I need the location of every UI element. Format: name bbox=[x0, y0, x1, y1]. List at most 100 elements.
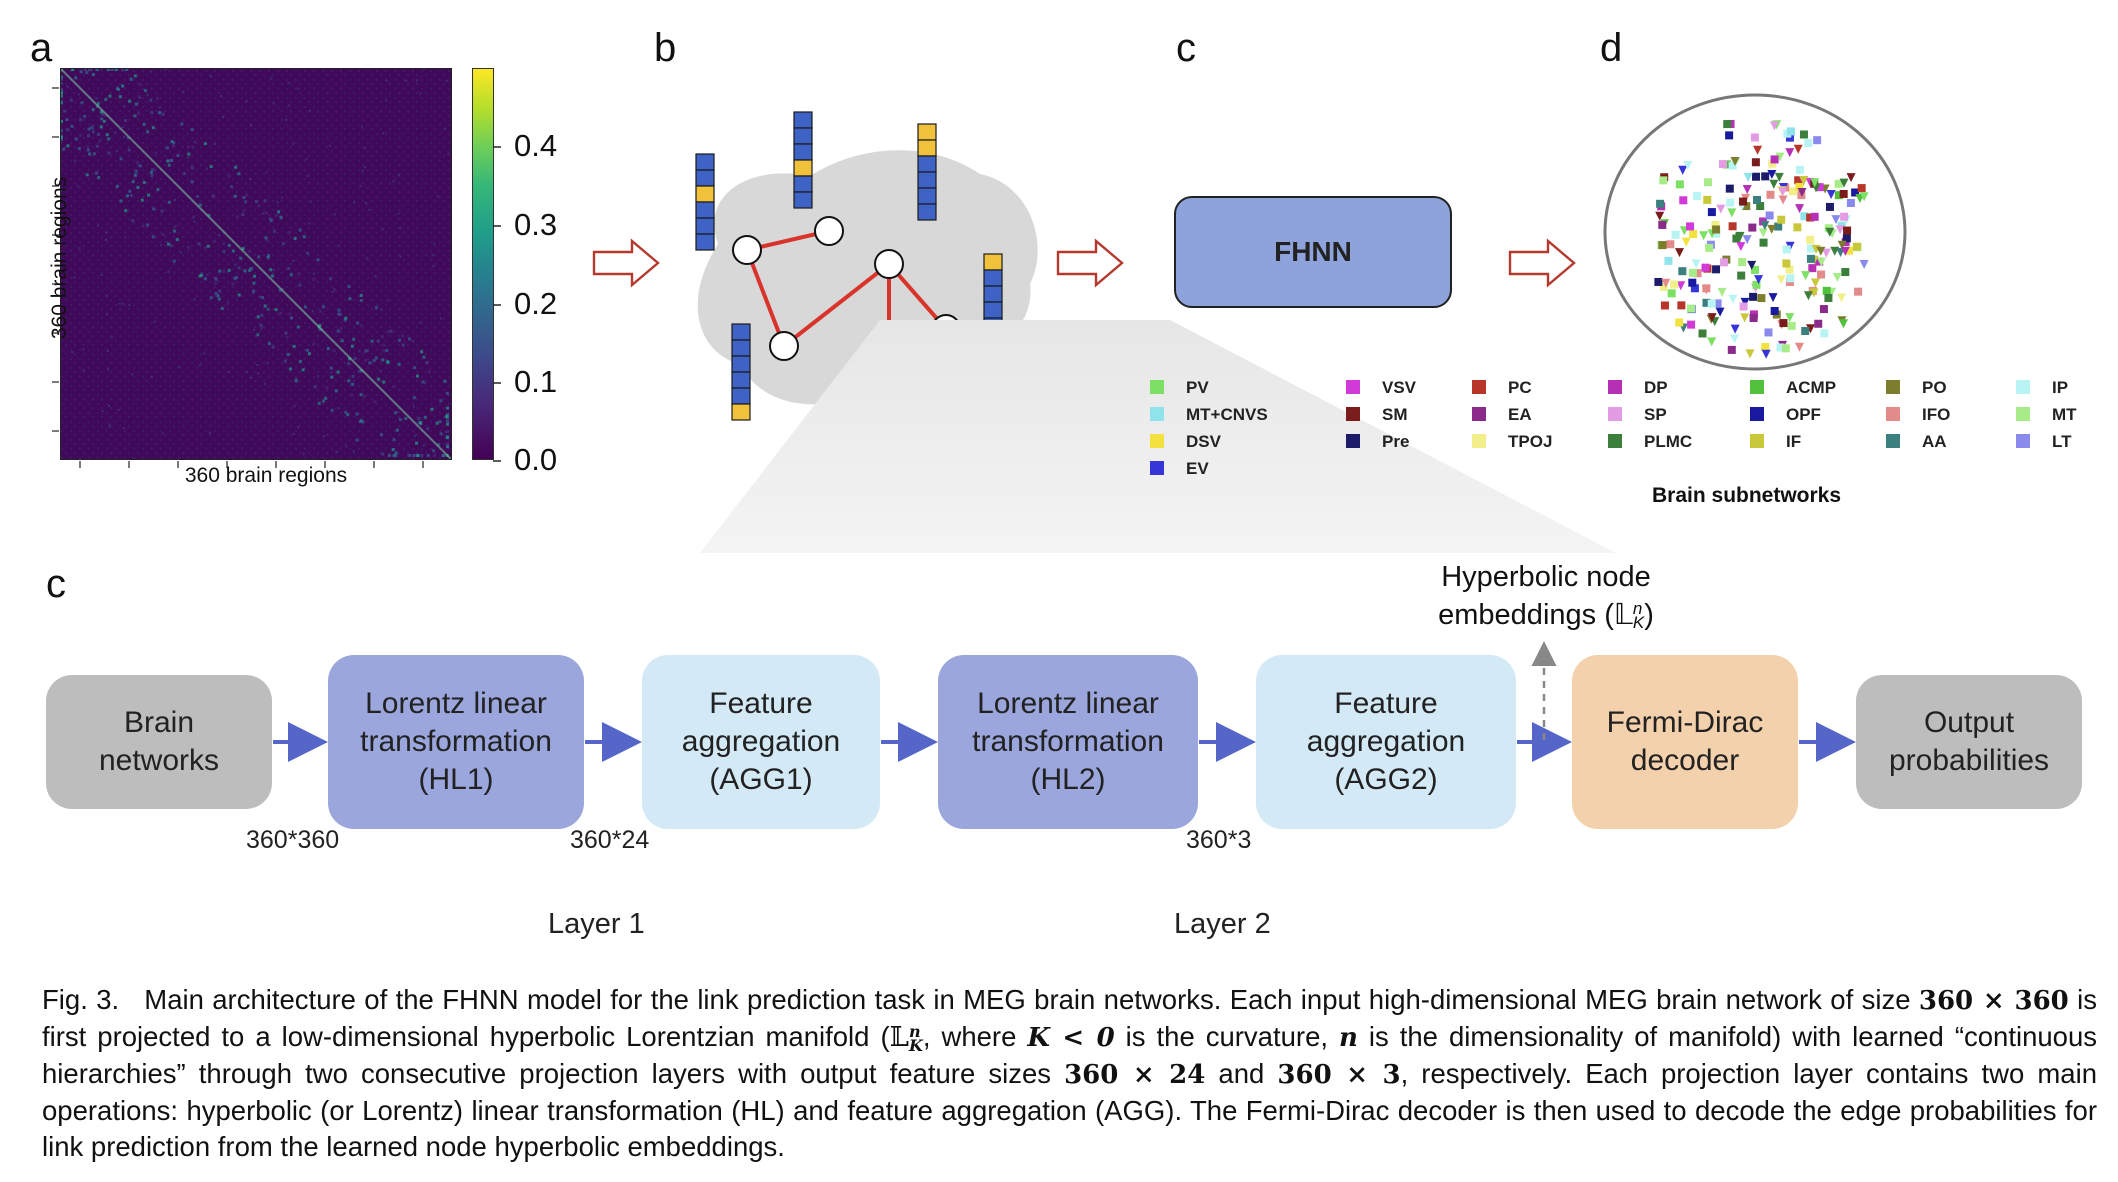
legend-swatch bbox=[1886, 407, 1900, 421]
legend-swatch bbox=[1608, 407, 1622, 421]
hollow-arrow-a-to-b bbox=[592, 238, 660, 288]
legend-label: OPF bbox=[1786, 405, 1821, 424]
box-line: transformation bbox=[360, 725, 552, 758]
box-line: aggregation bbox=[1306, 725, 1466, 758]
colorbar-tick-0-4: 0.4 bbox=[514, 128, 558, 163]
legend-label: SP bbox=[1644, 405, 1667, 424]
legend-item: SM bbox=[1346, 405, 1408, 425]
legend-label: PLMC bbox=[1644, 432, 1693, 451]
legend-item: LT bbox=[2016, 432, 2072, 452]
legend-swatch bbox=[2016, 407, 2030, 421]
legend-label: DSV bbox=[1186, 432, 1221, 451]
legend-label: IF bbox=[1786, 432, 1802, 451]
legend-item: PLMC bbox=[1608, 432, 1692, 452]
legend-label: EA bbox=[1508, 405, 1532, 424]
legend-label: PC bbox=[1508, 378, 1532, 397]
box-line: Lorentz linear bbox=[977, 687, 1159, 720]
heatmap-ylabel: 360 brain regions bbox=[48, 176, 71, 340]
legend-swatch bbox=[1346, 407, 1360, 421]
legend-swatch bbox=[2016, 380, 2030, 394]
pipeline-arrows bbox=[273, 641, 1856, 762]
legend-swatch bbox=[1608, 434, 1622, 448]
legend-swatch bbox=[1886, 434, 1900, 448]
box-output: Output probabilities bbox=[1856, 675, 2082, 809]
embedding-label: Hyperbolic node embeddings (𝕃 n K) bbox=[1396, 558, 1696, 634]
box-line: Brain bbox=[123, 706, 195, 739]
heatmap-xlabel: 360 brain regions bbox=[184, 464, 348, 487]
box-line: (HL2) bbox=[1030, 763, 1106, 796]
legend-label: LT bbox=[2052, 432, 2072, 451]
heatmap-axis-ticks bbox=[52, 87, 424, 468]
caption-fig-number: Fig. 3. bbox=[42, 984, 120, 1015]
layer-2-label: Layer 2 bbox=[1174, 908, 1271, 940]
legend-title: Brain subnetworks bbox=[1652, 484, 1842, 507]
legend-item: VSV bbox=[1346, 378, 1416, 398]
legend-item: Pre bbox=[1346, 432, 1409, 452]
legend-swatch bbox=[1150, 434, 1164, 448]
heatmap-matrix bbox=[60, 68, 452, 460]
box-hl2: Lorentz linear transformation (HL2) bbox=[938, 655, 1198, 829]
panel-letter-a: a bbox=[30, 26, 53, 70]
legend-label: PV bbox=[1186, 378, 1209, 397]
dim-label-layer2: 360*3 bbox=[1186, 826, 1252, 854]
legend-item: ACMP bbox=[1750, 378, 1836, 398]
box-line: (HL1) bbox=[418, 763, 494, 796]
box-line: aggregation bbox=[681, 725, 841, 758]
legend-swatch bbox=[1608, 380, 1622, 394]
box-line: transformation bbox=[972, 725, 1164, 758]
panel-letter-d: d bbox=[1600, 26, 1623, 70]
legend-item: MT+CNVS bbox=[1150, 405, 1268, 425]
legend-label: ACMP bbox=[1786, 378, 1837, 397]
panel-letter-c-bottom: c bbox=[46, 562, 66, 606]
legend-label: PO bbox=[1922, 378, 1947, 397]
legend-item: EV bbox=[1150, 459, 1209, 479]
legend-item: SP bbox=[1608, 405, 1667, 425]
legend-item: PV bbox=[1150, 378, 1209, 398]
embedding-label-line2: embeddings (𝕃 n K) bbox=[1438, 599, 1654, 633]
box-line: Fermi-Dirac bbox=[1606, 706, 1764, 739]
legend-item: TPOJ bbox=[1472, 432, 1552, 452]
legend-swatch bbox=[1346, 434, 1360, 448]
legend-swatch bbox=[1750, 380, 1764, 394]
subnetwork-legend: PV MT+CNVS DSV EV VSV SM Pre PC EA TPOJ DP SP PLMC AC… bbox=[1150, 378, 2077, 488]
heatmap-panel bbox=[60, 68, 452, 460]
embedding-label-line1: Hyperbolic node bbox=[1441, 561, 1651, 593]
box-line: Lorentz linear bbox=[365, 687, 547, 720]
legend-swatch bbox=[1472, 407, 1486, 421]
legend-label: IP bbox=[2052, 378, 2069, 397]
box-line: probabilities bbox=[1888, 744, 2050, 777]
colorbar-ticks bbox=[493, 146, 501, 462]
legend-swatch bbox=[1472, 434, 1486, 448]
legend-label: MT+CNVS bbox=[1186, 405, 1268, 424]
legend-label: Pre bbox=[1382, 432, 1410, 451]
layer-1-label: Layer 1 bbox=[548, 908, 645, 940]
graph-node bbox=[732, 235, 762, 265]
box-line: decoder bbox=[1630, 744, 1740, 777]
legend-swatch bbox=[2016, 434, 2030, 448]
graph-node bbox=[769, 331, 799, 361]
legend-label: TPOJ bbox=[1508, 432, 1553, 451]
dim-label-layer1: 360*24 bbox=[570, 826, 650, 854]
box-line: Feature bbox=[709, 687, 813, 720]
box-line: networks bbox=[98, 744, 220, 777]
box-agg1: Feature aggregation (AGG1) bbox=[642, 655, 880, 829]
legend-swatch bbox=[1150, 461, 1164, 475]
figure-caption: Fig. 3. Main architecture of the FHNN mo… bbox=[42, 984, 2098, 1162]
graph-node bbox=[874, 249, 904, 279]
legend-item: PC bbox=[1472, 378, 1532, 398]
legend-item: EA bbox=[1472, 405, 1532, 425]
fhnn-label: FHNN bbox=[1274, 236, 1352, 267]
hollow-arrow-c-to-d bbox=[1508, 238, 1576, 288]
legend-swatch bbox=[1346, 380, 1360, 394]
box-line: (AGG1) bbox=[709, 763, 813, 796]
legend-swatch bbox=[1750, 434, 1764, 448]
legend-item: AA bbox=[1886, 432, 1947, 452]
hollow-arrow-b-to-c bbox=[1056, 238, 1124, 288]
colorbar-tick-0-2: 0.2 bbox=[514, 286, 558, 321]
legend-item: PO bbox=[1886, 378, 1947, 398]
panel-letter-c-top: c bbox=[1176, 26, 1196, 70]
legend-label: VSV bbox=[1382, 378, 1417, 397]
legend-item: IP bbox=[2016, 378, 2068, 398]
dim-label-input: 360*360 bbox=[246, 826, 340, 854]
legend-swatch bbox=[1886, 380, 1900, 394]
